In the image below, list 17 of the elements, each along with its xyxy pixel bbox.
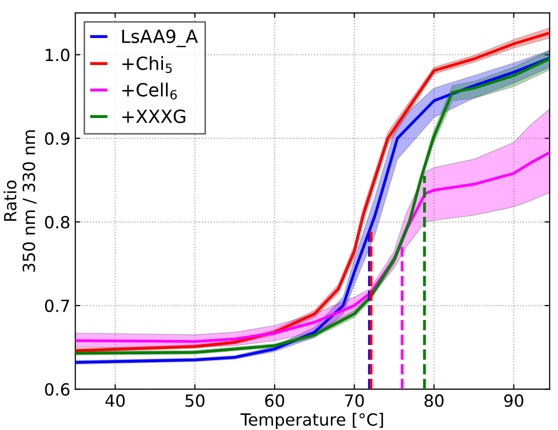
- y-tick-label: 0.6: [45, 383, 70, 396]
- y-axis-title: Ratio 350 nm / 330 nm: [4, 130, 36, 272]
- x-axis-title: Temperature [°C]: [240, 412, 383, 430]
- x-tick-label: 90: [504, 394, 524, 407]
- y-tick-label: 1.0: [46, 48, 70, 62]
- x-tick-label: 80: [424, 394, 444, 407]
- y-tick-label: 0.8: [45, 216, 70, 228]
- x-tick-label: 40: [105, 394, 125, 407]
- x-tick-label: 60: [265, 394, 284, 407]
- legend-label: +Chi$_{5}$: [122, 56, 172, 74]
- legend-label: +XXXG: [122, 109, 186, 124]
- legend-label: LsAA9_A: [122, 29, 198, 48]
- x-tick-label: 50: [186, 394, 204, 407]
- y-tick-label: 0.7: [45, 300, 70, 312]
- y-tick-label: 0.9: [45, 132, 70, 145]
- legend-label: +Cell$_{6}$: [122, 82, 177, 100]
- x-tick-label: 70: [345, 394, 364, 407]
